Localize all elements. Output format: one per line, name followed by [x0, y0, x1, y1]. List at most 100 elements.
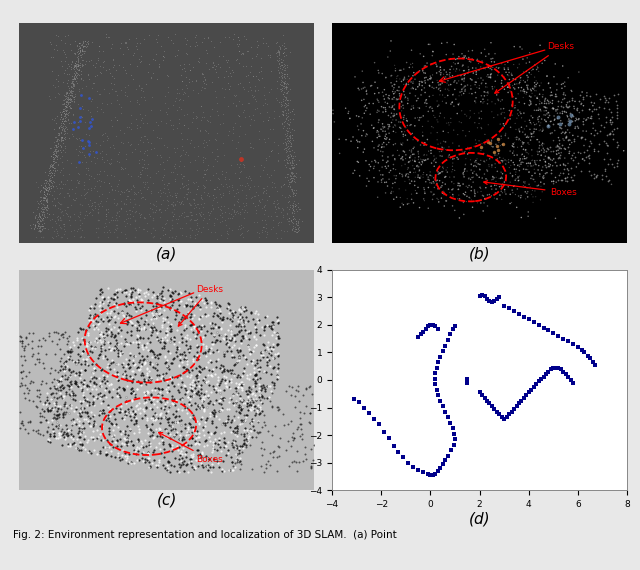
Point	[78, 390, 88, 400]
Point	[484, 160, 494, 169]
Point	[515, 128, 525, 137]
Point	[216, 392, 226, 401]
Point	[182, 300, 192, 310]
Point	[271, 228, 281, 237]
Point	[70, 48, 80, 58]
Point	[397, 107, 407, 116]
Point	[456, 106, 467, 115]
Point	[277, 71, 287, 80]
Point	[184, 413, 195, 422]
Point	[538, 144, 548, 153]
Point	[42, 189, 52, 198]
Point	[276, 225, 286, 234]
Point	[104, 442, 114, 451]
Point	[82, 42, 92, 51]
Point	[509, 84, 520, 93]
Point	[38, 221, 48, 230]
Point	[447, 165, 458, 174]
Point	[86, 156, 96, 165]
Point	[513, 161, 523, 170]
Point	[273, 157, 284, 166]
Point	[223, 71, 234, 80]
Point	[96, 366, 106, 375]
Point	[243, 433, 253, 442]
Point	[126, 289, 136, 298]
Point	[178, 89, 188, 99]
Point	[61, 109, 72, 119]
Point	[256, 161, 266, 170]
Point	[377, 140, 387, 149]
Point	[471, 70, 481, 79]
Point	[159, 224, 169, 233]
Point	[520, 154, 530, 163]
Point	[273, 333, 284, 342]
Point	[72, 356, 82, 365]
Point	[152, 133, 163, 142]
Point	[536, 118, 546, 127]
Point	[459, 210, 469, 219]
Point	[45, 182, 55, 191]
Point	[557, 175, 568, 184]
Point	[284, 152, 294, 161]
Point	[81, 163, 92, 172]
Point	[196, 38, 207, 47]
Point	[152, 75, 162, 84]
Point	[54, 131, 65, 140]
Point	[152, 292, 162, 301]
Point	[148, 434, 158, 443]
Point	[294, 204, 304, 213]
Point	[288, 162, 298, 172]
Point	[44, 398, 54, 408]
Point	[69, 92, 79, 101]
Point	[144, 209, 154, 218]
Point	[137, 298, 147, 307]
Point	[102, 435, 112, 444]
Point	[435, 90, 445, 99]
Point	[91, 294, 101, 303]
Point	[237, 404, 247, 413]
Point	[389, 109, 399, 119]
Point	[548, 364, 559, 373]
Point	[54, 409, 65, 418]
Point	[151, 50, 161, 59]
Point	[225, 384, 236, 393]
Point	[234, 443, 244, 453]
Point	[185, 157, 195, 166]
Point	[140, 111, 150, 120]
X-axis label: (a): (a)	[156, 246, 177, 261]
Point	[155, 349, 165, 358]
Point	[242, 226, 252, 235]
Point	[429, 175, 440, 184]
Point	[551, 142, 561, 152]
Point	[353, 158, 364, 167]
Point	[428, 123, 438, 132]
Point	[194, 370, 204, 379]
Point	[28, 329, 38, 338]
Point	[49, 200, 60, 209]
Point	[509, 104, 519, 113]
Point	[445, 114, 456, 123]
Point	[192, 427, 202, 436]
Point	[49, 194, 59, 203]
Point	[283, 133, 293, 142]
Point	[58, 332, 68, 341]
Point	[292, 425, 302, 434]
Point	[257, 226, 267, 235]
Point	[157, 433, 167, 442]
Point	[381, 140, 392, 149]
Point	[57, 329, 67, 338]
Point	[276, 60, 287, 70]
Point	[276, 101, 287, 110]
Point	[553, 102, 563, 111]
Point	[109, 332, 120, 341]
Point	[381, 107, 391, 116]
Point	[232, 443, 243, 452]
Point	[74, 439, 84, 448]
Point	[476, 114, 486, 123]
Point	[466, 58, 476, 67]
Point	[472, 198, 483, 207]
Point	[156, 413, 166, 422]
Point	[119, 198, 129, 207]
Point	[208, 340, 218, 349]
Point	[406, 130, 416, 139]
